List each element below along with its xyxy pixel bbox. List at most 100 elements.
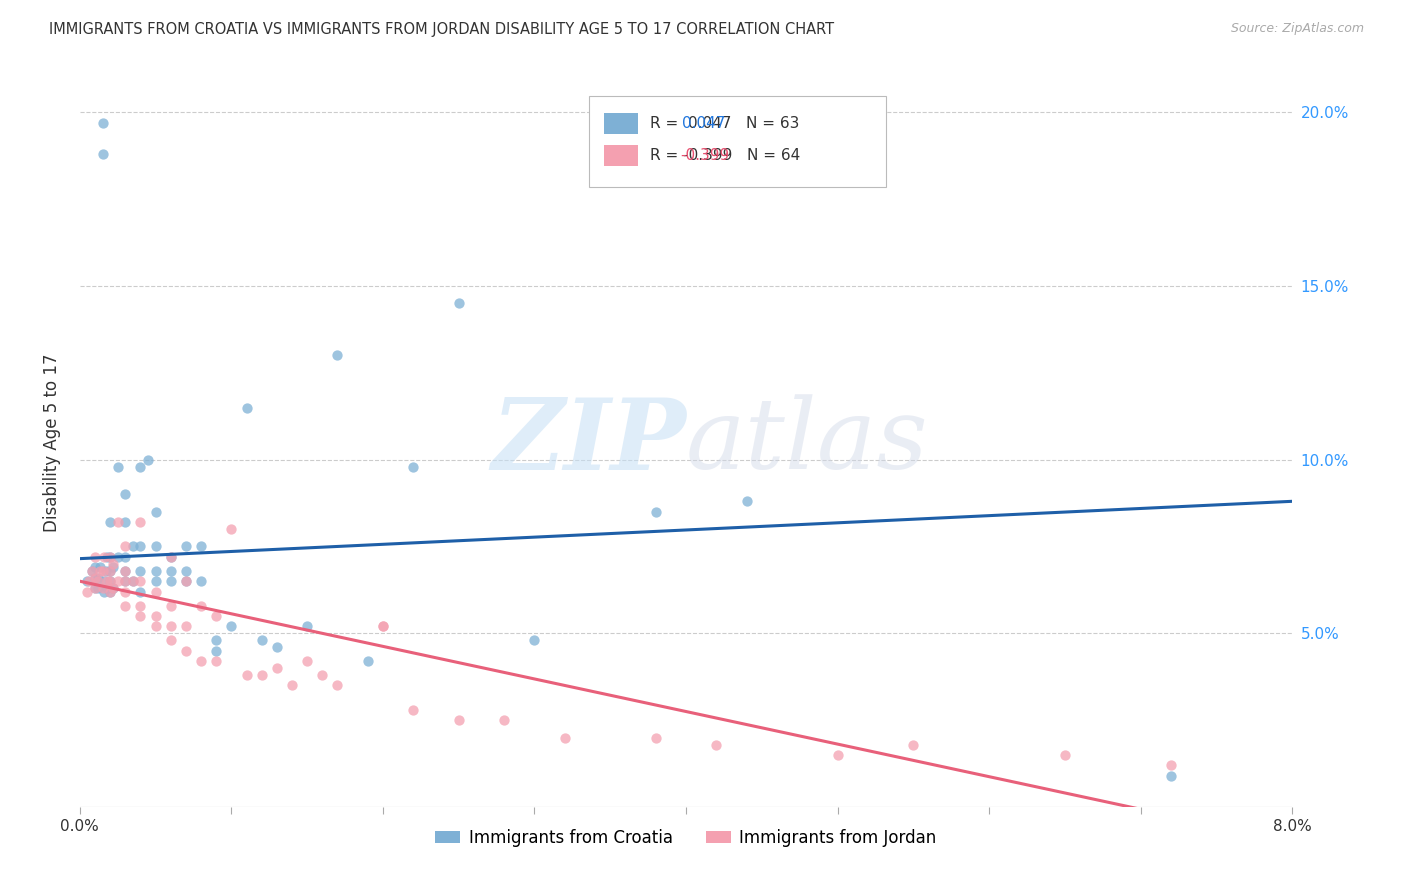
Point bbox=[77, 574, 100, 589]
Point bbox=[735, 494, 758, 508]
Point bbox=[326, 678, 349, 692]
Bar bbox=[603, 113, 637, 134]
Point bbox=[205, 643, 228, 657]
Text: 0.047: 0.047 bbox=[682, 116, 725, 131]
Point bbox=[174, 643, 197, 657]
Point bbox=[129, 574, 152, 589]
Point bbox=[281, 678, 304, 692]
Text: ZIP: ZIP bbox=[491, 394, 686, 491]
Point bbox=[205, 609, 228, 624]
Point bbox=[98, 584, 121, 599]
Point bbox=[107, 459, 129, 474]
Point bbox=[145, 584, 167, 599]
Point bbox=[89, 560, 111, 574]
Text: -0.399: -0.399 bbox=[681, 148, 730, 163]
Point bbox=[84, 581, 107, 595]
Point bbox=[114, 574, 136, 589]
Point bbox=[266, 661, 288, 675]
Point bbox=[190, 574, 212, 589]
Point bbox=[221, 522, 243, 536]
Point bbox=[84, 560, 107, 574]
Point bbox=[523, 633, 546, 648]
Point bbox=[103, 560, 125, 574]
Point bbox=[129, 515, 152, 529]
Point bbox=[129, 459, 152, 474]
Point bbox=[129, 599, 152, 613]
Point bbox=[107, 574, 129, 589]
Point bbox=[145, 574, 167, 589]
Point bbox=[250, 668, 273, 682]
Y-axis label: Disability Age 5 to 17: Disability Age 5 to 17 bbox=[44, 353, 60, 532]
Text: R =  0.047   N = 63: R = 0.047 N = 63 bbox=[650, 116, 799, 131]
Point bbox=[107, 515, 129, 529]
Point bbox=[145, 505, 167, 519]
Text: Source: ZipAtlas.com: Source: ZipAtlas.com bbox=[1230, 22, 1364, 36]
Text: IMMIGRANTS FROM CROATIA VS IMMIGRANTS FROM JORDAN DISABILITY AGE 5 TO 17 CORRELA: IMMIGRANTS FROM CROATIA VS IMMIGRANTS FR… bbox=[49, 22, 834, 37]
Text: R = -0.399   N = 64: R = -0.399 N = 64 bbox=[650, 148, 800, 163]
Point bbox=[159, 599, 181, 613]
Point bbox=[1053, 747, 1076, 762]
Point bbox=[129, 564, 152, 578]
Point bbox=[98, 584, 121, 599]
Point bbox=[91, 147, 114, 161]
Point bbox=[107, 549, 129, 564]
Point bbox=[159, 549, 181, 564]
Point bbox=[174, 540, 197, 554]
Point bbox=[122, 574, 145, 589]
Point bbox=[311, 668, 333, 682]
Point bbox=[114, 515, 136, 529]
Point bbox=[235, 401, 257, 415]
Point bbox=[205, 654, 228, 668]
Point bbox=[96, 549, 118, 564]
Point bbox=[96, 581, 118, 595]
Point bbox=[89, 564, 111, 578]
Point bbox=[94, 564, 117, 578]
Point bbox=[98, 574, 121, 589]
Point bbox=[326, 348, 349, 362]
Point bbox=[221, 619, 243, 633]
Point bbox=[114, 549, 136, 564]
Point bbox=[114, 564, 136, 578]
Point bbox=[84, 571, 107, 585]
Point bbox=[371, 619, 394, 633]
Point bbox=[98, 515, 121, 529]
Point bbox=[129, 540, 152, 554]
Point bbox=[122, 540, 145, 554]
Point bbox=[93, 584, 115, 599]
Point bbox=[76, 584, 98, 599]
Point bbox=[122, 574, 145, 589]
Point bbox=[295, 619, 318, 633]
Point bbox=[145, 609, 167, 624]
Point bbox=[96, 574, 118, 589]
Point bbox=[159, 549, 181, 564]
Point bbox=[98, 549, 121, 564]
Point bbox=[80, 564, 103, 578]
Point bbox=[145, 540, 167, 554]
Point bbox=[266, 640, 288, 655]
Point bbox=[114, 574, 136, 589]
Point bbox=[87, 571, 110, 585]
Point bbox=[357, 654, 380, 668]
Point bbox=[704, 738, 727, 752]
Point bbox=[447, 296, 470, 310]
Point bbox=[76, 574, 98, 589]
Point bbox=[250, 633, 273, 648]
Point bbox=[1160, 769, 1182, 783]
Point bbox=[145, 619, 167, 633]
Point bbox=[129, 584, 152, 599]
Text: atlas: atlas bbox=[686, 394, 929, 490]
Point bbox=[114, 599, 136, 613]
Point bbox=[103, 557, 125, 571]
Point bbox=[159, 619, 181, 633]
Point bbox=[98, 564, 121, 578]
Point bbox=[295, 654, 318, 668]
Point bbox=[98, 564, 121, 578]
Point bbox=[103, 581, 125, 595]
Point bbox=[84, 571, 107, 585]
FancyBboxPatch shape bbox=[589, 95, 886, 187]
Point bbox=[98, 549, 121, 564]
Point bbox=[91, 581, 114, 595]
Point bbox=[84, 581, 107, 595]
Point bbox=[371, 619, 394, 633]
Point bbox=[145, 564, 167, 578]
